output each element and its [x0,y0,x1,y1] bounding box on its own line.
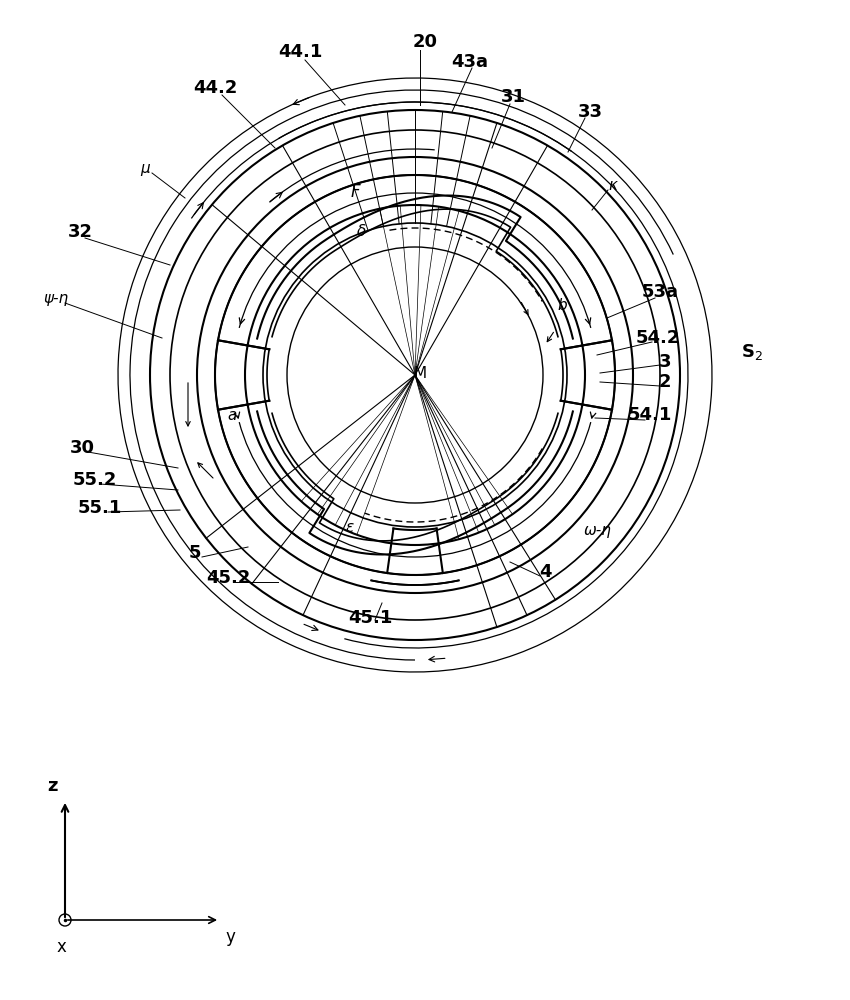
Text: 55.2: 55.2 [73,471,117,489]
Text: F: F [350,183,360,201]
Text: ψ-η: ψ-η [43,290,69,306]
Text: 43a: 43a [451,53,489,71]
Text: κ: κ [609,178,617,192]
Text: 30: 30 [70,439,94,457]
Text: 44.2: 44.2 [193,79,237,97]
Text: 3: 3 [659,353,672,371]
Text: 55.1: 55.1 [78,499,122,517]
Text: 45.1: 45.1 [348,609,392,627]
Text: 5: 5 [189,544,201,562]
Text: δ: δ [357,225,366,239]
Text: ω-η: ω-η [584,522,612,538]
Text: ε: ε [346,520,354,536]
Text: 53a: 53a [642,283,678,301]
Text: x: x [57,938,67,956]
Text: z: z [47,777,58,795]
Text: 20: 20 [412,33,438,51]
Text: 54.2: 54.2 [636,329,680,347]
Text: y: y [225,928,235,946]
Text: 44.1: 44.1 [278,43,322,61]
Text: 45.2: 45.2 [206,569,250,587]
Text: 54.1: 54.1 [628,406,672,424]
Text: M: M [413,365,427,380]
Text: μ: μ [140,160,150,176]
Text: a: a [227,408,236,422]
Text: 33: 33 [577,103,603,121]
Text: 32: 32 [67,223,93,241]
Text: 4: 4 [539,563,552,581]
Text: S$_2$: S$_2$ [741,342,763,362]
Text: b: b [558,298,567,312]
Text: 2: 2 [659,373,672,391]
Text: 31: 31 [501,88,525,106]
